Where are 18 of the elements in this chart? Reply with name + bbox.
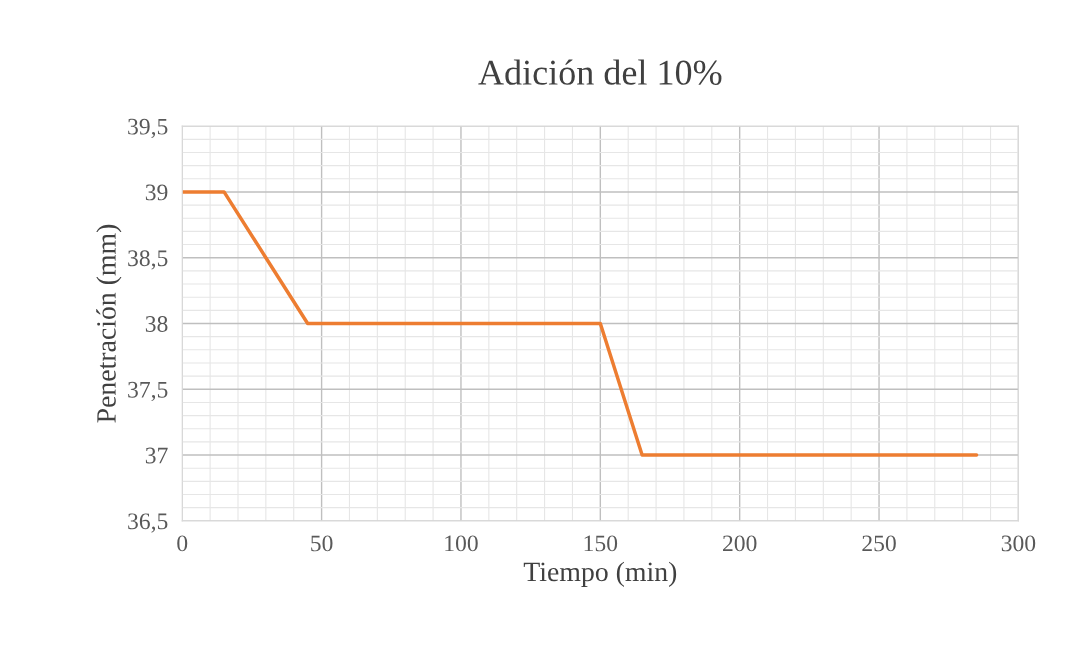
x-tick-label: 200 bbox=[723, 535, 757, 552]
x-tick-label: 250 bbox=[862, 535, 896, 552]
x-tick-label: 0 bbox=[177, 535, 188, 552]
chart-title: Adición del 10% bbox=[478, 59, 722, 85]
y-tick-label: 37 bbox=[145, 447, 168, 464]
y-axis-title: Penetración (mm) bbox=[96, 224, 122, 423]
y-tick-label: 36,5 bbox=[128, 513, 168, 533]
x-tick-label: 150 bbox=[584, 535, 618, 552]
x-tick-label: 100 bbox=[445, 535, 478, 552]
x-tick-label: 300 bbox=[1001, 535, 1036, 552]
y-tick-label: 38 bbox=[145, 315, 168, 332]
x-tick-label: 50 bbox=[311, 535, 333, 552]
y-tick-label: 38,5 bbox=[128, 250, 168, 270]
x-axis-title: Tiempo (min) bbox=[523, 561, 677, 587]
y-tick-label: 37,5 bbox=[128, 381, 168, 402]
line-series bbox=[182, 190, 979, 457]
y-tick-label: 39 bbox=[145, 184, 168, 201]
y-tick-label: 39,5 bbox=[128, 118, 168, 138]
